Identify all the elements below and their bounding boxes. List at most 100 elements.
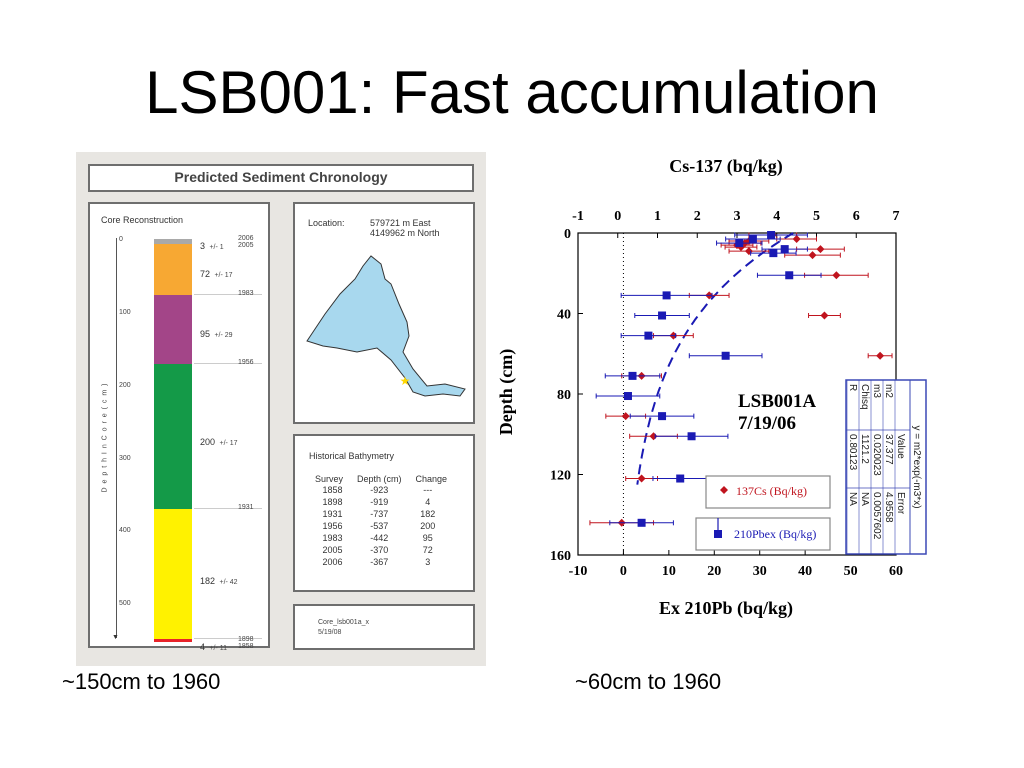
depth-tick: 300 xyxy=(119,455,131,462)
x-tick-label-top: 1 xyxy=(654,209,661,224)
location-east: 579721 m East xyxy=(370,218,431,228)
data-point-cs137 xyxy=(876,351,885,360)
year-label: 2005 xyxy=(238,242,254,249)
y-tick-label: 160 xyxy=(550,549,571,564)
table-header: Survey xyxy=(315,474,344,484)
table-cell: 200 xyxy=(420,521,436,531)
year-label: 1956 xyxy=(238,359,254,366)
fit-table-rotated: y = m2*exp(-m3*x) Value Error m2 37.377 4.955… xyxy=(845,379,927,555)
y-axis-label: Depth (cm) xyxy=(496,349,517,435)
segment-label: 182 +/- 42 xyxy=(200,576,238,586)
lake-shape xyxy=(306,255,466,397)
fit-equation: y = m2*exp(-m3*x) xyxy=(911,425,922,508)
fit-table-cell: m2 xyxy=(883,384,894,398)
file-name: Core_lsb001a_x xyxy=(318,619,369,626)
table-row: 1858 -923 --- xyxy=(315,484,447,496)
chronology-title: Predicted Sediment Chronology xyxy=(174,169,388,185)
table-cell: 182 xyxy=(420,509,436,519)
data-point-cs137 xyxy=(820,311,829,320)
core-segment xyxy=(154,244,192,295)
depth-axis-line xyxy=(116,238,117,638)
x-tick-label-top: 2 xyxy=(694,209,701,224)
chart-layer-fit xyxy=(636,232,794,485)
location-north: 4149962 m North xyxy=(370,228,440,238)
table-row: 2005 -370 72 xyxy=(315,544,447,556)
data-point-pb210 xyxy=(658,311,667,320)
fit-table-cell: 1121.2 xyxy=(859,434,870,464)
core-segment xyxy=(154,639,192,642)
fit-table-cell: 0.80123 xyxy=(847,434,858,471)
table-cell: 72 xyxy=(422,545,433,555)
x-tick-label-top: 0 xyxy=(614,209,621,224)
depth-tick: 500 xyxy=(119,600,131,607)
depth-tick: 200 xyxy=(119,382,131,389)
year-label: 1931 xyxy=(238,504,254,511)
x-tick-label-top: 7 xyxy=(893,209,900,224)
data-point-pb210 xyxy=(785,271,794,280)
year-line xyxy=(194,508,262,509)
year-line xyxy=(194,363,262,364)
table-cell: -923 xyxy=(370,485,389,495)
data-point-cs137 xyxy=(744,247,753,256)
bathymetry-body: 1858 -923 --- 1898 -919 4 1931 -737 182 1956 -537 2… xyxy=(315,484,447,568)
top-axis-label: Cs-137 (bq/kg) xyxy=(669,156,783,177)
data-point-pb210 xyxy=(687,432,696,441)
file-info-box: Core_lsb001a_x 5/19/08 xyxy=(293,604,475,650)
segment-label: 4 +/- 11 xyxy=(200,642,228,652)
scatter-chart: Cs-137 (bq/kg) Ex 210Pb (bq/kg) Depth (c… xyxy=(490,150,940,620)
segment-label: 3 +/- 1 xyxy=(200,241,224,251)
chart-title-line1: LSB001A xyxy=(738,391,816,412)
table-cell: -367 xyxy=(370,557,389,567)
depth-tick: 400 xyxy=(119,527,131,534)
table-cell: -442 xyxy=(370,533,389,543)
core-segment xyxy=(154,295,192,364)
core-segment xyxy=(154,239,192,244)
table-cell: -370 xyxy=(370,545,389,555)
location-box: Location: 579721 m East 4149962 m North … xyxy=(293,202,475,424)
caption-left: ~150cm to 1960 xyxy=(62,669,221,694)
x-tick-label-bottom: 30 xyxy=(753,564,767,579)
x-tick-label-bottom: 50 xyxy=(844,564,858,579)
chart-layer-legend: 137Cs (Bq/kg) 210Pbex (Bq/kg) xyxy=(695,475,831,551)
table-cell: 1956 xyxy=(322,521,343,531)
x-tick-label-bottom: -10 xyxy=(569,564,588,579)
legend-marker-cs137 xyxy=(720,486,728,494)
data-point-cs137 xyxy=(808,251,817,260)
fit-table-cell: NA xyxy=(859,492,870,506)
fit-table-header: Value xyxy=(895,434,906,459)
core-segment xyxy=(154,364,192,509)
fit-table-cell: 37.377 xyxy=(883,434,894,465)
star-icon: ★ xyxy=(400,374,411,388)
core-segment xyxy=(154,509,192,639)
fit-table-header: Error xyxy=(895,492,906,515)
table-row: 1956 -537 200 xyxy=(315,520,447,532)
x-tick-label-bottom: 0 xyxy=(620,564,627,579)
data-point-cs137 xyxy=(832,271,841,280)
fit-table-cell: m3 xyxy=(871,384,882,398)
data-point-pb210 xyxy=(735,239,744,248)
table-cell: 95 xyxy=(422,533,433,543)
year-label: 1983 xyxy=(238,290,254,297)
fit-table-cell: R xyxy=(847,384,858,391)
data-point-pb210 xyxy=(676,474,685,483)
fit-curve xyxy=(636,232,794,485)
x-tick-label-bottom: 40 xyxy=(798,564,812,579)
bathymetry-box: Historical Bathymetry Survey Depth (cm) … xyxy=(293,434,475,592)
data-point-pb210 xyxy=(767,231,776,240)
fit-table-cell: 4.9558 xyxy=(883,492,894,523)
depth-tick: 0 xyxy=(119,236,123,243)
table-cell: 3 xyxy=(425,557,431,567)
data-point-pb210 xyxy=(658,412,667,421)
table-cell: 1931 xyxy=(322,509,343,519)
data-point-pb210 xyxy=(623,392,632,401)
data-point-pb210 xyxy=(644,331,653,340)
x-tick-label-bottom: 10 xyxy=(662,564,676,579)
table-header: Depth (cm) xyxy=(357,474,402,484)
y-tick-label: 80 xyxy=(557,388,571,403)
fit-table-frame xyxy=(845,379,927,555)
depth-axis-label: D e p t h I n C o r e ( c m ) xyxy=(101,382,109,493)
table-cell: 1983 xyxy=(322,533,343,543)
table-header: Change xyxy=(415,474,448,484)
table-row: 1983 -442 95 xyxy=(315,532,447,544)
fit-table-cell: 0.0057602 xyxy=(871,492,882,540)
